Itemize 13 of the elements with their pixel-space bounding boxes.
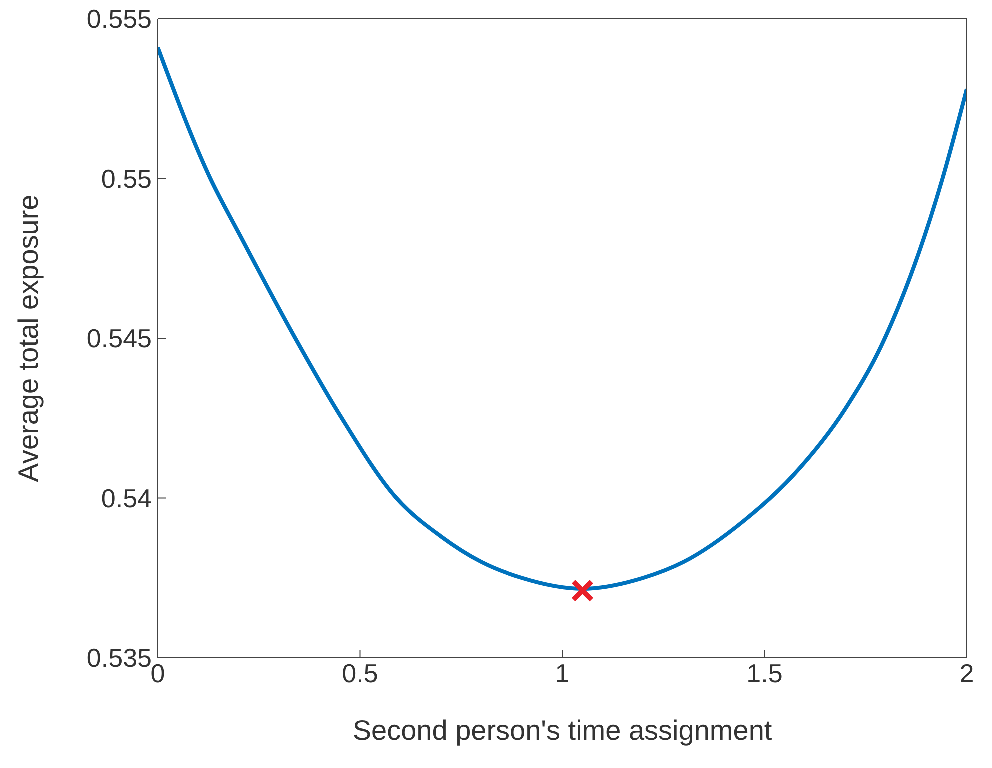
x-tick-label: 0 (150, 658, 166, 688)
x-axis-title: Second person's time assignment (352, 715, 772, 746)
y-tick-label: 0.555 (86, 4, 152, 34)
x-tick-label: 0.5 (342, 658, 378, 688)
y-axis-title: Average total exposure (12, 194, 44, 482)
y-tick-label: 0.55 (101, 164, 152, 194)
y-tick-label: 0.54 (101, 483, 152, 514)
x-tick-label: 1 (555, 658, 570, 688)
x-tick-label: 2 (960, 658, 974, 688)
line-series (158, 46, 967, 591)
y-tick-label: 0.545 (86, 324, 152, 354)
x-tick-label: 1.5 (746, 658, 783, 688)
y-tick-label: 0.535 (86, 643, 152, 674)
